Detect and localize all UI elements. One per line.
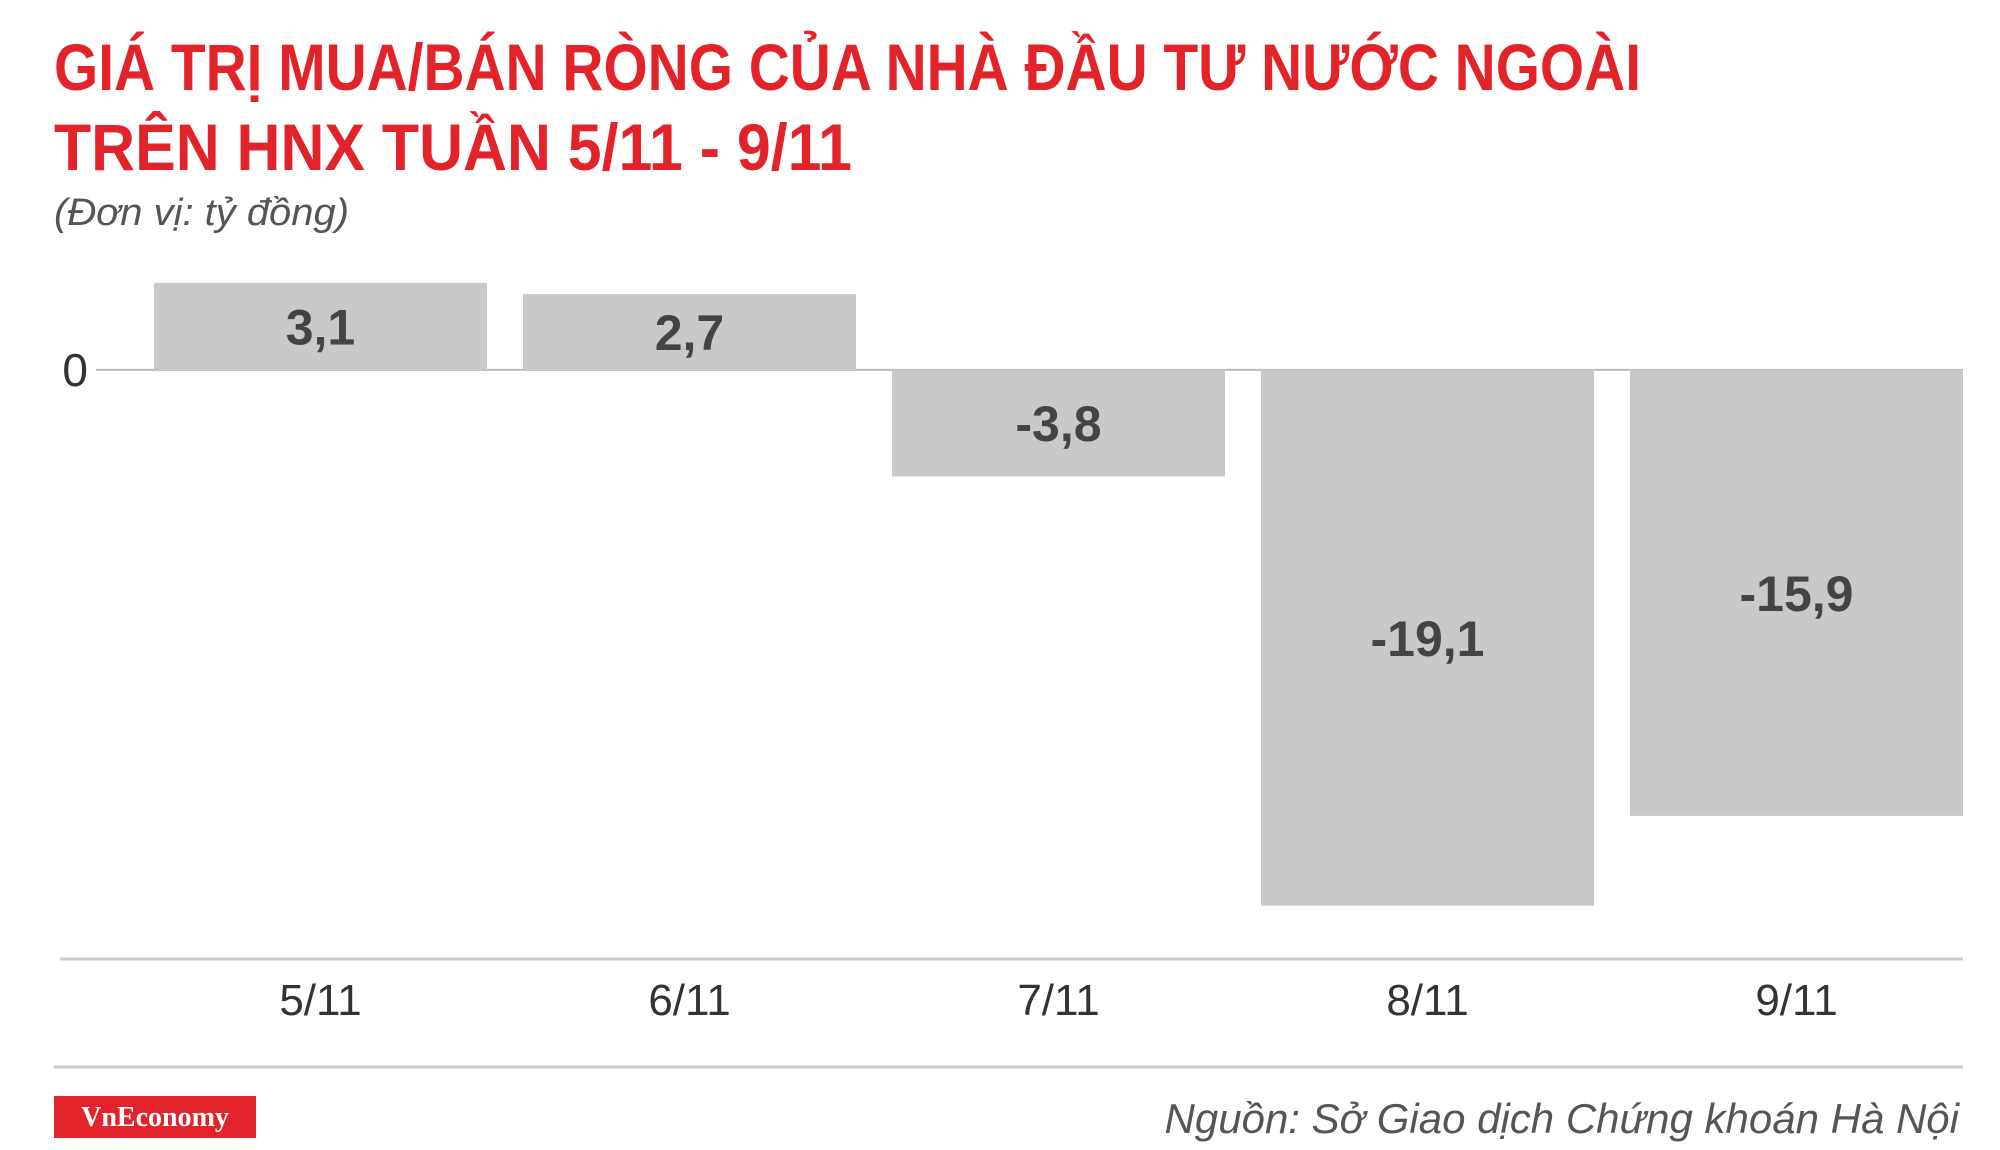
x-tick-label: 7/11 (1017, 976, 1099, 1025)
bar (1261, 369, 1594, 906)
chart-title: GIÁ TRỊ MUA/BÁN RÒNG CỦA NHÀ ĐẦU TƯ NƯỚC… (54, 30, 1641, 104)
bar (154, 282, 487, 370)
bar (892, 369, 1225, 477)
x-tick-label: 6/11 (648, 976, 730, 1025)
x-tick-label: 5/11 (279, 976, 361, 1025)
value-label: -3,8 (1015, 396, 1101, 452)
brand-logo (54, 1096, 256, 1138)
bar (1630, 369, 1963, 816)
source-note: Nguồn: Sở Giao dịch Chứng khoán Hà Nội (1165, 1095, 1961, 1142)
y-tick-label: 0 (62, 344, 88, 396)
brand-text: VnEconomy (81, 1102, 229, 1133)
x-tick-label: 9/11 (1755, 976, 1837, 1025)
value-label: -19,1 (1371, 611, 1485, 667)
x-tick-label: 8/11 (1386, 976, 1468, 1025)
bar (523, 294, 856, 370)
value-label: 2,7 (655, 305, 725, 361)
value-label: 3,1 (286, 299, 356, 355)
value-label: -15,9 (1740, 566, 1854, 622)
chart-subtitle: (Đơn vị: tỷ đồng) (54, 192, 349, 234)
chart-title: TRÊN HNX TUẦN 5/11 - 9/11 (54, 110, 852, 184)
